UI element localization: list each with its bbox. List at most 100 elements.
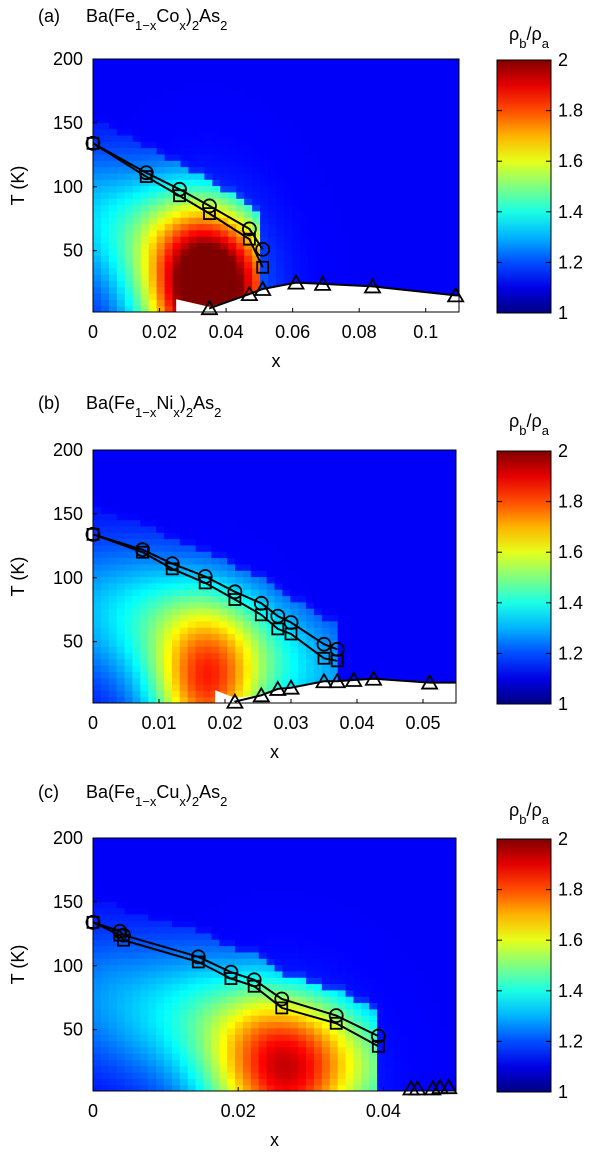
colorbar: 1 1.2 1.4 1.6 1.8 2 ρb/ρa — [496, 411, 583, 714]
y-axis-label: T (K) — [8, 557, 28, 597]
x-tick-label: 0.01 — [141, 713, 176, 733]
series-triangle — [200, 273, 465, 316]
x-tick-label: 0 — [88, 1101, 98, 1121]
triangle-marker — [313, 275, 332, 291]
circle-marker — [85, 526, 101, 542]
tc-line — [208, 281, 459, 310]
panel-title: Ba(Fe1−xCux)2As2 — [86, 782, 227, 809]
triangle-marker — [364, 669, 383, 686]
colorbar-tick-label: 1.4 — [558, 981, 583, 1001]
square-marker — [136, 545, 149, 559]
x-tick-label: 0 — [88, 322, 98, 342]
chart-panel-a: 0 0.02 0.04 0.06 0.08 0.1 50 100 150 200 x T (K) (a)… — [8, 6, 583, 371]
y-tick-label: 200 — [53, 828, 83, 848]
square-marker — [228, 593, 242, 606]
colorbar-tick-label: 1.4 — [558, 593, 583, 613]
y-tick-label: 100 — [53, 177, 83, 197]
triangle-marker — [344, 671, 363, 687]
triangle-marker — [430, 1078, 450, 1095]
square-marker — [224, 972, 238, 985]
square-marker — [173, 189, 186, 203]
y-axis-label: T (K) — [8, 166, 28, 206]
circle-marker — [227, 584, 243, 600]
colorbar-tick-label: 1.6 — [558, 151, 583, 171]
square-marker — [275, 1001, 289, 1015]
colorbar-scale — [496, 59, 552, 314]
square-marker — [86, 915, 100, 929]
tc-line — [233, 677, 456, 703]
square-marker — [139, 170, 153, 183]
colorbar-tick-label: 1.6 — [558, 542, 583, 562]
colorbar-label: ρb/ρa — [509, 800, 550, 827]
square-marker — [198, 576, 212, 590]
x-axis-label: x — [270, 742, 279, 762]
circle-marker — [190, 949, 206, 965]
circle-marker — [370, 1028, 386, 1044]
y-tick-label: 150 — [53, 892, 83, 912]
axes-frame — [92, 58, 460, 313]
colorbar-tick-label: 1.2 — [558, 643, 583, 663]
square-line — [92, 533, 338, 662]
square-marker — [242, 232, 256, 246]
chart-panel-c: 0 0.02 0.04 50 100 150 200 x T (K) (c) Ba(Fe1−xCux… — [8, 782, 583, 1150]
triangle-marker — [281, 678, 301, 695]
y-tick-label: 100 — [53, 568, 83, 588]
panel-label: (a) — [38, 6, 60, 26]
series-square — [86, 527, 344, 668]
x-tick-label: 0.04 — [209, 322, 244, 342]
chart-panel-b: 0 0.01 0.02 0.03 0.04 0.05 50 100 150 200 x T (K) (b… — [8, 393, 583, 762]
colorbar-tick-label: 2 — [558, 829, 568, 849]
x-tick-label: 0.04 — [366, 1101, 401, 1121]
triangle-marker — [363, 277, 382, 294]
colorbar-scale — [496, 838, 552, 1093]
colorbar-tick-label: 1 — [558, 694, 568, 714]
x-tick-label: 0.02 — [221, 1101, 256, 1121]
x-axis-label: x — [272, 351, 281, 371]
circle-marker — [85, 135, 101, 151]
triangle-marker — [240, 285, 259, 302]
x-tick-label: 0.02 — [142, 322, 177, 342]
panel-title: Ba(Fe1−xCox)2As2 — [86, 6, 227, 33]
colorbar-tick-label: 2 — [558, 441, 568, 461]
square-marker — [371, 1039, 385, 1053]
triangle-marker — [314, 672, 334, 689]
colorbar: 1 1.2 1.4 1.6 1.8 2 ρb/ρa — [496, 800, 583, 1102]
series-square — [86, 136, 270, 274]
triangle-marker — [408, 1079, 427, 1096]
square-marker — [165, 562, 179, 576]
square-marker — [329, 1016, 343, 1030]
x-tick-label: 0.06 — [275, 322, 310, 342]
triangle-marker — [446, 286, 465, 303]
square-marker — [254, 608, 268, 622]
y-tick-label: 50 — [63, 1020, 83, 1040]
colorbar-tick-label: 1.8 — [558, 492, 583, 512]
square-marker — [284, 627, 298, 641]
y-tick-label: 50 — [63, 241, 83, 261]
colorbar-tick-label: 2 — [558, 50, 568, 70]
circle-marker — [164, 556, 180, 572]
circle-line — [92, 533, 338, 651]
x-axis-label: x — [270, 1130, 279, 1150]
superconducting-region — [176, 282, 459, 312]
x-tick-label: 0.02 — [207, 713, 242, 733]
square-marker — [271, 622, 285, 636]
x-tick-label: 0.03 — [273, 713, 308, 733]
triangle-marker — [225, 692, 244, 709]
heatmap — [93, 450, 456, 703]
axes-frame — [92, 837, 457, 1092]
square-marker — [86, 136, 100, 150]
y-tick-label: 50 — [63, 632, 83, 652]
colorbar: 1 1.2 1.4 1.6 1.8 2 ρb/ρa — [496, 24, 583, 323]
circle-marker — [241, 221, 257, 237]
colorbar-tick-label: 1 — [558, 303, 568, 323]
y-tick-label: 150 — [53, 504, 83, 524]
x-tick-label: 0 — [88, 713, 98, 733]
circle-marker — [274, 991, 290, 1007]
superconducting-region — [215, 678, 456, 703]
x-tick-label: 0.05 — [405, 713, 440, 733]
triangle-marker — [439, 1078, 458, 1095]
series-square — [86, 915, 385, 1053]
heatmap — [93, 838, 456, 1091]
colorbar-tick-label: 1.8 — [558, 101, 583, 121]
